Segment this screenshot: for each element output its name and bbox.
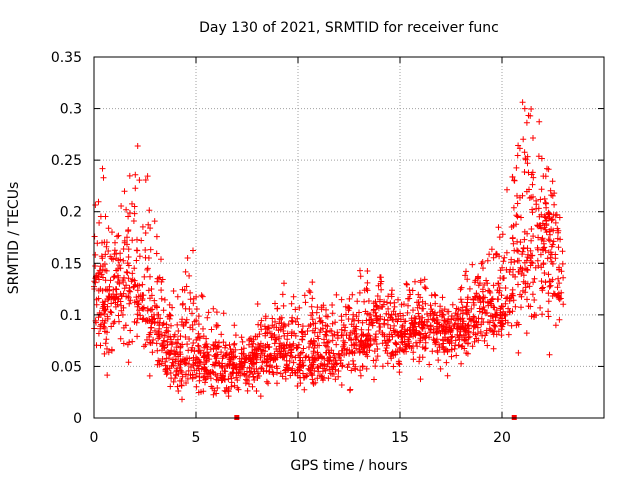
y-tick-labels: 0 0.05 0.1 0.15 0.2 0.25 0.3 0.35 bbox=[51, 50, 82, 427]
plot-frame bbox=[93, 56, 605, 419]
y-tick-label: 0 bbox=[73, 411, 82, 427]
y-axis-label: SRMTID / TECUs bbox=[6, 182, 22, 295]
y-tick-label: 0.05 bbox=[51, 359, 82, 375]
x-tick-label: 20 bbox=[493, 430, 511, 446]
x-tick-labels: 0 5 10 15 20 bbox=[90, 430, 511, 446]
x-axis-label: GPS time / hours bbox=[290, 458, 407, 474]
y-tick-label: 0.25 bbox=[51, 153, 82, 169]
y-tick-label: 0.35 bbox=[51, 50, 82, 66]
x-tick-label: 15 bbox=[391, 430, 409, 446]
axis-ticks bbox=[93, 56, 604, 419]
data-points bbox=[91, 99, 567, 420]
y-tick-label: 0.15 bbox=[51, 256, 82, 272]
y-tick-label: 0.2 bbox=[60, 205, 82, 221]
scatter-markers bbox=[91, 99, 567, 403]
chart-title: Day 130 of 2021, SRMTID for receiver fun… bbox=[199, 20, 499, 36]
x-tick-label: 5 bbox=[192, 430, 201, 446]
x-tick-label: 0 bbox=[90, 430, 99, 446]
y-tick-label: 0.3 bbox=[60, 102, 82, 118]
x-tick-label: 10 bbox=[289, 430, 307, 446]
y-tick-label: 0.1 bbox=[60, 308, 82, 324]
